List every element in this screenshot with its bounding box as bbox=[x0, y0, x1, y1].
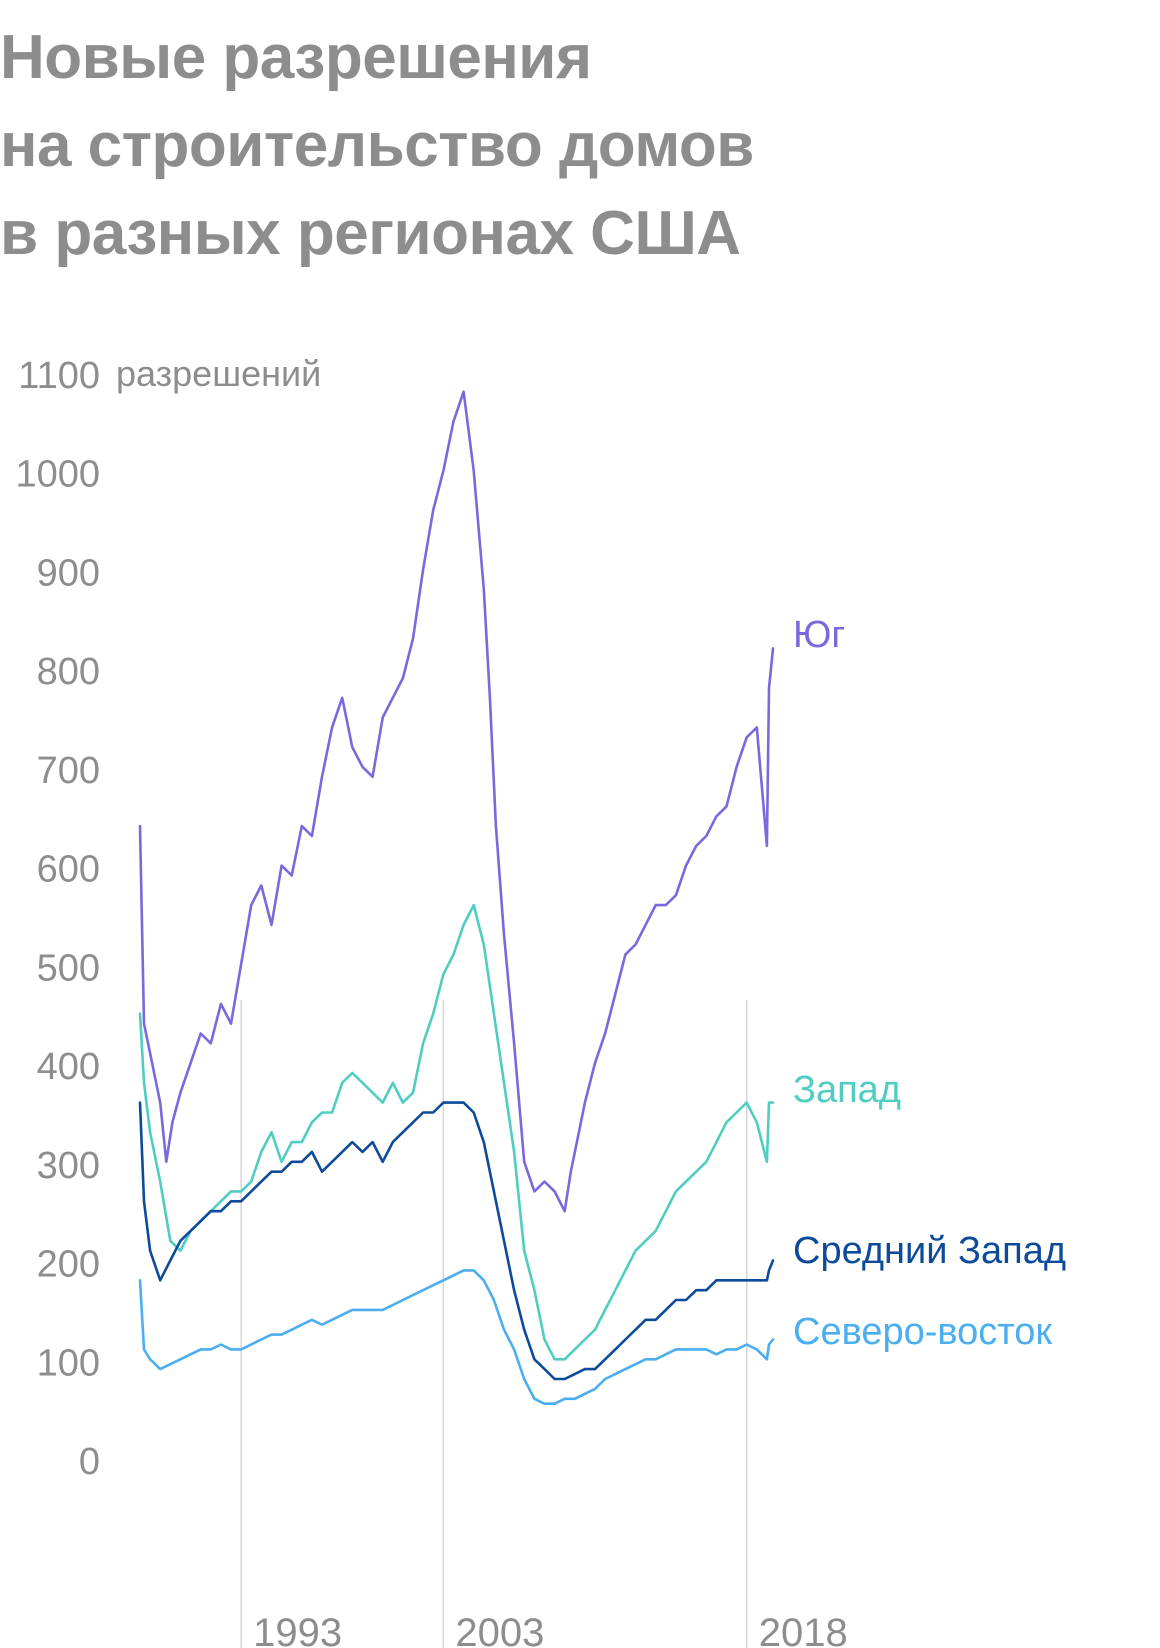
y-axis-unit-label: разрешений bbox=[116, 353, 321, 394]
x-tick-label: 2003 bbox=[455, 1611, 544, 1648]
series-line-south bbox=[138, 390, 775, 1213]
y-tick-label: 500 bbox=[37, 947, 100, 989]
chart-title: Новые разрешения на строительство домов … bbox=[0, 14, 754, 278]
series-lines bbox=[138, 390, 775, 1405]
title-line-3: в разных регионах США bbox=[0, 199, 741, 268]
y-tick-label: 400 bbox=[37, 1046, 100, 1088]
y-tick-label: 900 bbox=[37, 552, 100, 594]
y-tick-label: 1100 bbox=[18, 355, 100, 397]
y-axis-ticks: 0 100 200 300 400 500 600 700 800 900 1000 1100 разр… bbox=[15, 353, 321, 1483]
x-tick-label: 2018 bbox=[759, 1611, 848, 1648]
series-line-west bbox=[138, 903, 775, 1361]
x-axis-ticks: 1993 2003 2018 bbox=[253, 1611, 848, 1648]
series-label-northeast: Северо-восток bbox=[793, 1311, 1052, 1353]
y-tick-label: 0 bbox=[79, 1441, 100, 1483]
title-line-2: на строительство домов bbox=[0, 111, 754, 180]
y-tick-label: 700 bbox=[37, 750, 100, 792]
y-tick-label: 600 bbox=[37, 849, 100, 891]
series-line-midwest bbox=[138, 1101, 775, 1381]
series-label-west: Запад bbox=[793, 1069, 901, 1111]
y-tick-label: 200 bbox=[37, 1244, 100, 1286]
y-tick-label: 800 bbox=[37, 651, 100, 693]
series-labels: Юг Запад Средний Запад Северо-восток bbox=[793, 614, 1066, 1353]
y-tick-label: 1000 bbox=[15, 454, 100, 496]
x-tick-label: 1993 bbox=[253, 1611, 342, 1648]
series-label-south: Юг bbox=[793, 614, 845, 656]
series-line-northeast bbox=[138, 1269, 775, 1405]
title-line-1: Новые разрешения bbox=[0, 23, 592, 92]
y-tick-label: 100 bbox=[37, 1342, 100, 1384]
gridlines bbox=[240, 1000, 748, 1648]
y-tick-label: 300 bbox=[37, 1145, 100, 1187]
series-label-midwest: Средний Запад bbox=[793, 1230, 1066, 1272]
